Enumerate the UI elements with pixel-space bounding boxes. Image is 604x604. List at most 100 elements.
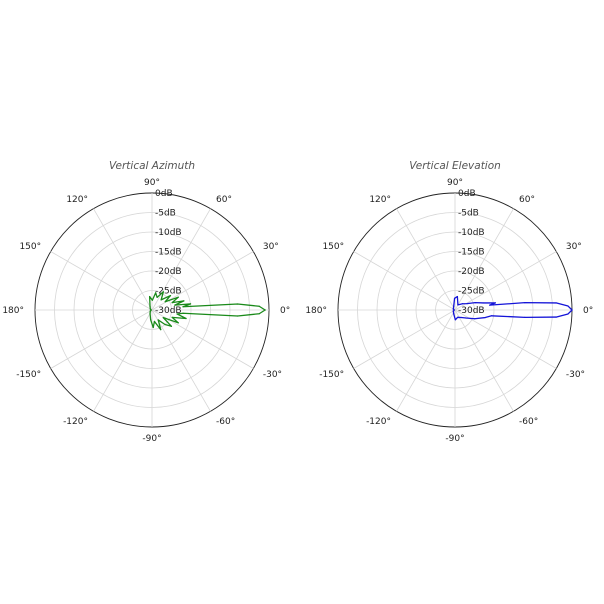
pattern-data-point <box>258 313 260 315</box>
grid-spoke <box>396 208 456 311</box>
pattern-data-point <box>150 309 152 311</box>
pattern-data-point <box>183 300 185 302</box>
pattern-data-point <box>567 313 569 315</box>
angle-tick-label: 0° <box>280 306 290 316</box>
pattern-data-point <box>484 316 486 319</box>
angle-tick-label: -90° <box>445 434 464 444</box>
angle-tick-label: -120° <box>63 417 88 427</box>
grid-spoke <box>396 309 456 412</box>
angle-tick-label: 180° <box>2 306 24 316</box>
pattern-data-point <box>452 308 454 310</box>
pattern-data-point <box>453 313 455 315</box>
pattern-data-point <box>149 312 151 314</box>
pattern-data-point <box>162 317 164 319</box>
radial-tick-label: -10dB <box>458 228 485 238</box>
angle-tick-label: -60° <box>216 417 235 427</box>
pattern-data-point <box>454 319 456 321</box>
pattern-data-point <box>176 313 178 315</box>
grid-spoke <box>93 309 153 412</box>
pattern-data-point <box>452 310 454 312</box>
radial-tick-label: -20dB <box>458 267 485 277</box>
grid-spoke <box>454 309 514 412</box>
grid-spoke <box>454 208 514 311</box>
pattern-series-line <box>148 291 266 331</box>
pattern-data-point <box>177 322 179 324</box>
pattern-data-point <box>149 308 151 310</box>
radial-tick-label: -20dB <box>155 267 182 277</box>
pattern-data-point <box>524 302 526 304</box>
angle-tick-label: 120° <box>369 195 391 205</box>
pattern-data-point <box>174 304 176 306</box>
polar-chart-2: Vertical Elevation 0° 30° 60° 90° 120° 150° 180… <box>305 160 593 444</box>
pattern-data-point <box>171 302 173 304</box>
pattern-data-point <box>456 295 458 298</box>
pattern-data-point <box>160 329 162 331</box>
chart-title: Vertical Azimuth <box>109 160 195 172</box>
pattern-data-point <box>177 296 179 298</box>
pattern-data-point <box>457 316 459 318</box>
pattern-data-point <box>169 294 172 297</box>
pattern-data-point <box>555 302 557 304</box>
radial-tick-label: -5dB <box>458 209 479 219</box>
pattern-data-point <box>160 299 162 301</box>
pattern-data-point <box>171 316 173 318</box>
angle-tick-label: 120° <box>66 195 88 205</box>
radial-tick-label: -15dB <box>458 248 485 258</box>
angle-tick-label: -60° <box>519 417 538 427</box>
pattern-data-point <box>264 309 266 311</box>
grid-spoke <box>454 251 557 311</box>
pattern-data-point <box>460 316 462 319</box>
angle-tick-label: 30° <box>566 242 582 252</box>
angle-tick-label: -120° <box>366 417 391 427</box>
pattern-data-point <box>465 317 467 319</box>
pattern-data-point <box>461 303 464 305</box>
pattern-data-point <box>482 302 484 304</box>
pattern-data-point <box>149 310 151 312</box>
angle-tick-label: -90° <box>142 434 161 444</box>
angle-tick-label: 150° <box>322 242 344 252</box>
pattern-data-point <box>162 291 164 293</box>
angle-tick-label: -150° <box>16 370 41 380</box>
pattern-data-point <box>258 305 260 307</box>
pattern-data-point <box>236 315 239 317</box>
pattern-data-point <box>489 304 491 306</box>
radial-tick-label: -25dB <box>458 287 485 297</box>
pattern-data-point <box>474 302 476 304</box>
angle-tick-label: 90° <box>144 178 160 188</box>
pattern-data-point <box>490 315 493 317</box>
pattern-data-point <box>494 302 496 304</box>
angle-tick-label: 30° <box>263 242 279 252</box>
angle-tick-label: 180° <box>305 306 327 316</box>
angle-tick-label: 60° <box>519 195 535 205</box>
pattern-data-point <box>182 312 184 314</box>
pattern-data-point <box>164 323 166 326</box>
pattern-data-point <box>189 303 192 305</box>
pattern-data-point <box>157 319 159 321</box>
radial-tick-label: 0dB <box>155 189 173 199</box>
angle-tick-label: 150° <box>19 242 41 252</box>
pattern-data-point <box>236 303 239 305</box>
grid-spoke <box>93 208 153 311</box>
grid-spoke <box>454 309 557 369</box>
radial-tick-label: 0dB <box>458 189 476 199</box>
pattern-data-point <box>182 306 184 308</box>
radial-tick-label: -5dB <box>155 209 176 219</box>
chart-title: Vertical Elevation <box>409 160 501 172</box>
pattern-data-point <box>150 319 152 321</box>
pattern-data-point <box>153 320 156 323</box>
pattern-data-point <box>453 297 456 299</box>
pattern-data-point <box>152 326 154 329</box>
angle-tick-label: -150° <box>319 370 344 380</box>
pattern-data-point <box>149 295 151 298</box>
pattern-data-point <box>185 317 187 320</box>
grid-spoke <box>353 309 456 369</box>
grid-spoke <box>353 251 456 311</box>
grid-spoke <box>50 309 153 369</box>
pattern-data-point <box>567 305 569 307</box>
pattern-data-point <box>170 325 173 327</box>
pattern-data-point <box>524 316 526 318</box>
grid-spoke <box>50 251 153 311</box>
pattern-data-point <box>151 299 153 301</box>
angle-tick-label: -30° <box>566 370 585 380</box>
pattern-data-point <box>457 304 459 306</box>
